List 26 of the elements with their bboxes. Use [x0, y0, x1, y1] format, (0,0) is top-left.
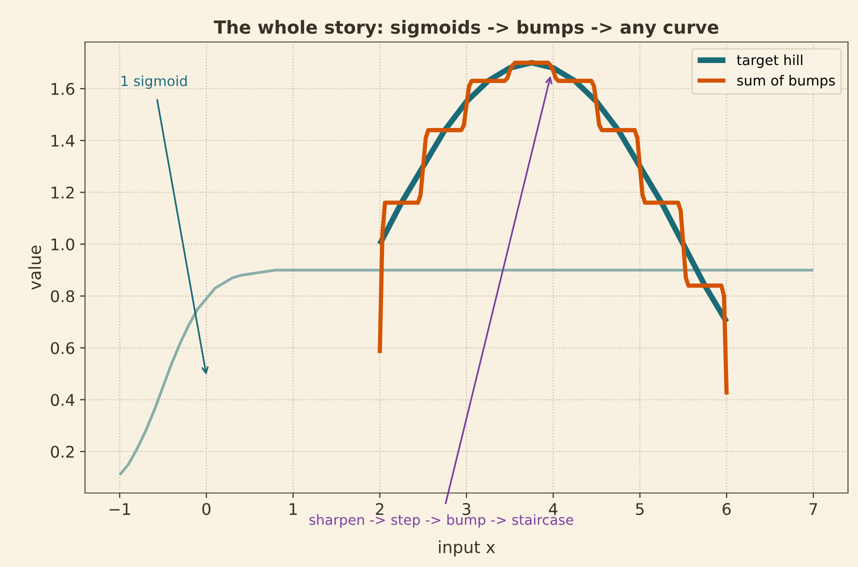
y-tick-label: 1.6 [52, 82, 74, 95]
x-tick-label: 0 [202, 503, 210, 516]
x-tick-label: 3 [462, 503, 470, 516]
x-tick-label: 6 [722, 503, 731, 516]
x-tick-label: 2 [376, 503, 384, 515]
annotation: 1 sigmoid [122, 75, 187, 89]
y-tick-label: 0.2 [50, 446, 74, 458]
legend-label: sum of bumps [737, 74, 835, 88]
y-axis-title: value [28, 246, 42, 290]
y-tick-label: 0.8 [50, 290, 74, 302]
x-tick-label: 4 [548, 503, 558, 515]
x-tick-label: 1 [290, 503, 297, 515]
x-tick-label: 5 [636, 503, 644, 516]
legend-label: target hill [736, 54, 802, 68]
chart-title: The whole story: sigmoids -> bumps -> any curve [214, 20, 718, 38]
y-tick-label: 0.6 [50, 342, 74, 354]
annotation: sharpen -> step -> bump -> staircase [309, 514, 574, 528]
y-tick-label: 1.2 [52, 186, 74, 198]
x-tick-label: −1 [110, 503, 130, 515]
line-series [118, 268, 815, 476]
line-series [378, 60, 729, 397]
y-tick-label: 0.4 [50, 394, 74, 406]
y-tick-label: 1.0 [52, 238, 74, 250]
x-tick-label: 7 [810, 503, 818, 515]
y-tick-label: 1.4 [52, 134, 74, 147]
x-axis-title: input x [439, 540, 495, 557]
